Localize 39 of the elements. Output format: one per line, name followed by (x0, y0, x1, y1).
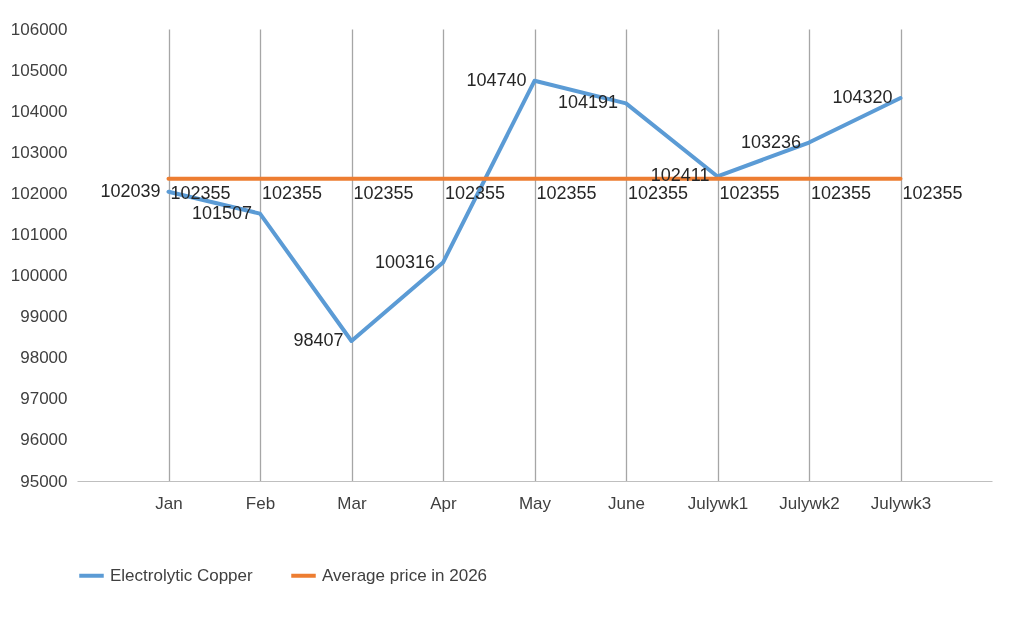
data-label: 102355 (261, 182, 323, 203)
legend-label: Average price in 2026 (322, 565, 488, 585)
y-tick-label: 96000 (20, 430, 68, 450)
y-tick-label: 97000 (20, 389, 68, 409)
data-label: 103236 (740, 131, 801, 152)
x-tick-label: Mar (337, 493, 367, 513)
y-tick-label: 95000 (20, 471, 68, 491)
x-tick-label: Julywk1 (687, 493, 749, 513)
y-tick-label: 98000 (20, 348, 68, 368)
data-label: 102039 (100, 180, 161, 201)
x-tick-label: Feb (245, 493, 276, 513)
x-tick-label: Apr (430, 493, 458, 513)
data-label: 102355 (536, 182, 597, 203)
data-label: 100316 (374, 251, 435, 272)
x-tick-label: Julywk2 (779, 493, 840, 513)
y-tick-label: 105000 (10, 60, 68, 80)
data-label: 104740 (466, 69, 527, 90)
data-label: 102355 (719, 182, 780, 203)
legend-label: Electrolytic Copper (110, 565, 253, 585)
y-tick-label: 99000 (20, 307, 68, 327)
data-label: 102355 (810, 182, 872, 203)
x-tick-label: Julywk3 (870, 493, 932, 513)
y-tick-label: 106000 (10, 19, 68, 39)
y-tick-label: 101000 (10, 224, 68, 244)
data-label: 102355 (353, 182, 414, 203)
y-tick-label: 102000 (10, 183, 68, 203)
y-tick-label: 104000 (10, 101, 68, 121)
data-label: 102355 (627, 182, 689, 203)
data-label: 104320 (832, 87, 893, 108)
y-tick-label: 103000 (10, 142, 68, 162)
x-tick-label: May (518, 493, 552, 513)
data-label: 102355 (902, 182, 963, 203)
data-label: 101507 (191, 202, 252, 223)
data-label: 102355 (170, 182, 231, 203)
x-tick-label: June (608, 493, 645, 513)
data-label: 98407 (293, 330, 344, 350)
x-tick-label: Jan (155, 493, 183, 513)
y-tick-label: 100000 (10, 266, 68, 286)
data-label: 104191 (557, 92, 618, 113)
